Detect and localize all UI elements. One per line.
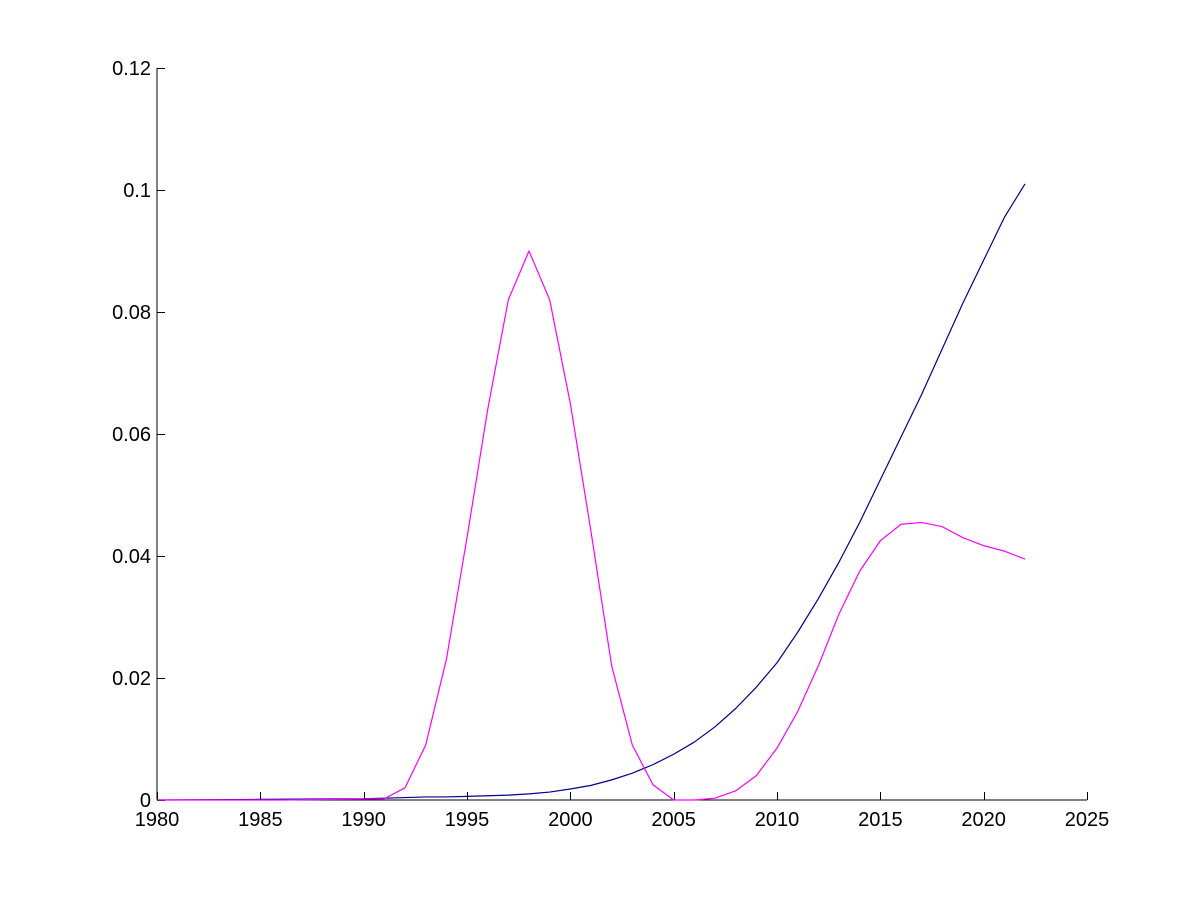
x-tick-label: 1985 bbox=[238, 809, 283, 831]
x-tick-label: 2010 bbox=[755, 809, 800, 831]
tick-labels: 1980 1985 1990 1995 2000 2005 2010 2015 2020 2025… bbox=[112, 58, 1109, 831]
y-tick-label: 0.12 bbox=[112, 58, 151, 80]
x-tick-label: 2000 bbox=[548, 809, 593, 831]
y-tick-label: 0.04 bbox=[112, 546, 151, 568]
x-tick-label: 1995 bbox=[445, 809, 490, 831]
y-tick-label: 0.06 bbox=[112, 424, 151, 446]
x-tick-label: 2025 bbox=[1065, 809, 1110, 831]
x-tick-label: 1990 bbox=[341, 809, 386, 831]
x-tick-label: 2020 bbox=[961, 809, 1006, 831]
y-tick-label: 0.02 bbox=[112, 668, 151, 690]
series-line-1 bbox=[156, 183, 1026, 801]
y-tick-label: 0.08 bbox=[112, 302, 151, 324]
y-tick-label: 0.1 bbox=[123, 180, 151, 202]
series-line-2 bbox=[157, 250, 1026, 801]
x-tick-label: 2005 bbox=[651, 809, 696, 831]
axes bbox=[156, 68, 1088, 801]
x-tick-label: 2015 bbox=[858, 809, 903, 831]
plot-series bbox=[156, 183, 1026, 801]
x-tick-label: 1980 bbox=[135, 809, 180, 831]
y-tick-label: 0 bbox=[140, 790, 151, 812]
